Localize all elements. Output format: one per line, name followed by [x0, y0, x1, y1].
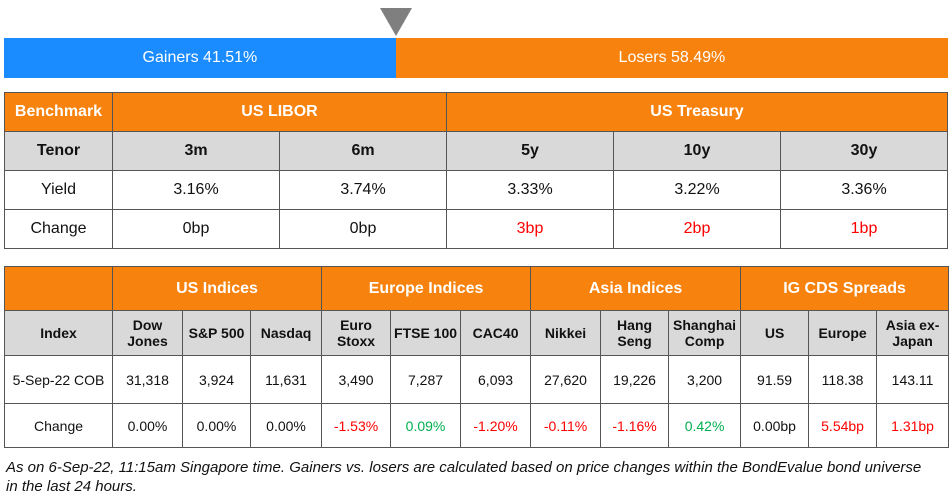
indices-table: US Indices Europe Indices Asia Indices I… [4, 266, 950, 448]
yield-cell: 3.74% [279, 170, 447, 210]
yield-cell: 3.33% [446, 170, 614, 210]
change-cell: -0.11% [530, 403, 602, 448]
group-header: Europe Indices [321, 266, 532, 311]
tenor-cell: 10y [613, 131, 781, 171]
change-label: Change [4, 403, 113, 448]
libor-header: US LIBOR [112, 92, 447, 132]
column-header: Asia ex-Japan [876, 310, 950, 356]
value-cell: 27,620 [530, 355, 602, 404]
column-header: Europe [808, 310, 878, 356]
rates-table: Benchmark US LIBOR US Treasury Tenor 3m … [4, 92, 948, 249]
change-cell: 3bp [446, 209, 614, 249]
column-header: FTSE 100 [390, 310, 462, 356]
yield-cell: 3.36% [780, 170, 948, 210]
change-cell: 0.09% [390, 403, 462, 448]
column-header: S&P 500 [182, 310, 251, 356]
tenor-cell: 3m [112, 131, 280, 171]
column-header: Shanghai Comp [668, 310, 742, 356]
change-cell: 0.00bp [740, 403, 810, 448]
value-cell: 3,490 [321, 355, 392, 404]
value-cell: 3,200 [668, 355, 742, 404]
treasury-header: US Treasury [446, 92, 948, 132]
change-cell: 2bp [613, 209, 781, 249]
value-cell: 7,287 [390, 355, 462, 404]
value-cell: 118.38 [808, 355, 878, 404]
change-cell: 0.00% [112, 403, 183, 448]
column-header: US [740, 310, 810, 356]
benchmark-header: Benchmark [4, 92, 113, 132]
column-header: Euro Stoxx [321, 310, 392, 356]
change-cell: 5.54bp [808, 403, 878, 448]
value-cell: 31,318 [112, 355, 183, 404]
gainers-losers-bar: Gainers 41.51% Losers 58.49% [4, 38, 948, 78]
blank-header [4, 266, 113, 311]
change-cell: 1.31bp [876, 403, 950, 448]
tenor-cell: 5y [446, 131, 614, 171]
values-label: 5-Sep-22 COB [4, 355, 113, 404]
column-header: Nasdaq [249, 310, 323, 356]
value-cell: 91.59 [740, 355, 810, 404]
change-cell: -1.53% [321, 403, 392, 448]
index-label: Index [4, 310, 113, 356]
triangle-down-icon [380, 8, 412, 36]
tenor-cell: 6m [279, 131, 447, 171]
change-cell: 0.42% [668, 403, 742, 448]
column-header: Nikkei [530, 310, 602, 356]
column-header: Hang Seng [600, 310, 670, 356]
value-cell: 6,093 [460, 355, 532, 404]
change-label: Change [4, 209, 113, 249]
tenor-cell: 30y [780, 131, 948, 171]
change-cell: 0.00% [182, 403, 251, 448]
yield-label: Yield [4, 170, 113, 210]
tenor-label: Tenor [4, 131, 113, 171]
yield-cell: 3.16% [112, 170, 280, 210]
change-cell: 1bp [780, 209, 948, 249]
group-header: US Indices [111, 266, 323, 311]
value-cell: 3,924 [182, 355, 251, 404]
group-header: Asia Indices [530, 266, 742, 311]
value-cell: 11,631 [249, 355, 323, 404]
change-cell: 0.00% [249, 403, 323, 448]
value-cell: 19,226 [600, 355, 670, 404]
value-cell: 143.11 [876, 355, 950, 404]
column-header: Dow Jones [112, 310, 183, 356]
gainers-segment: Gainers 41.51% [4, 38, 396, 78]
change-cell: 0bp [279, 209, 447, 249]
column-header: CAC40 [460, 310, 532, 356]
yield-cell: 3.22% [613, 170, 781, 210]
group-header: IG CDS Spreads [740, 266, 950, 311]
change-cell: 0bp [112, 209, 280, 249]
footnote: As on 6-Sep-22, 11:15am Singapore time. … [6, 459, 922, 495]
change-cell: -1.16% [600, 403, 670, 448]
change-cell: -1.20% [460, 403, 532, 448]
losers-segment: Losers 58.49% [395, 38, 948, 78]
